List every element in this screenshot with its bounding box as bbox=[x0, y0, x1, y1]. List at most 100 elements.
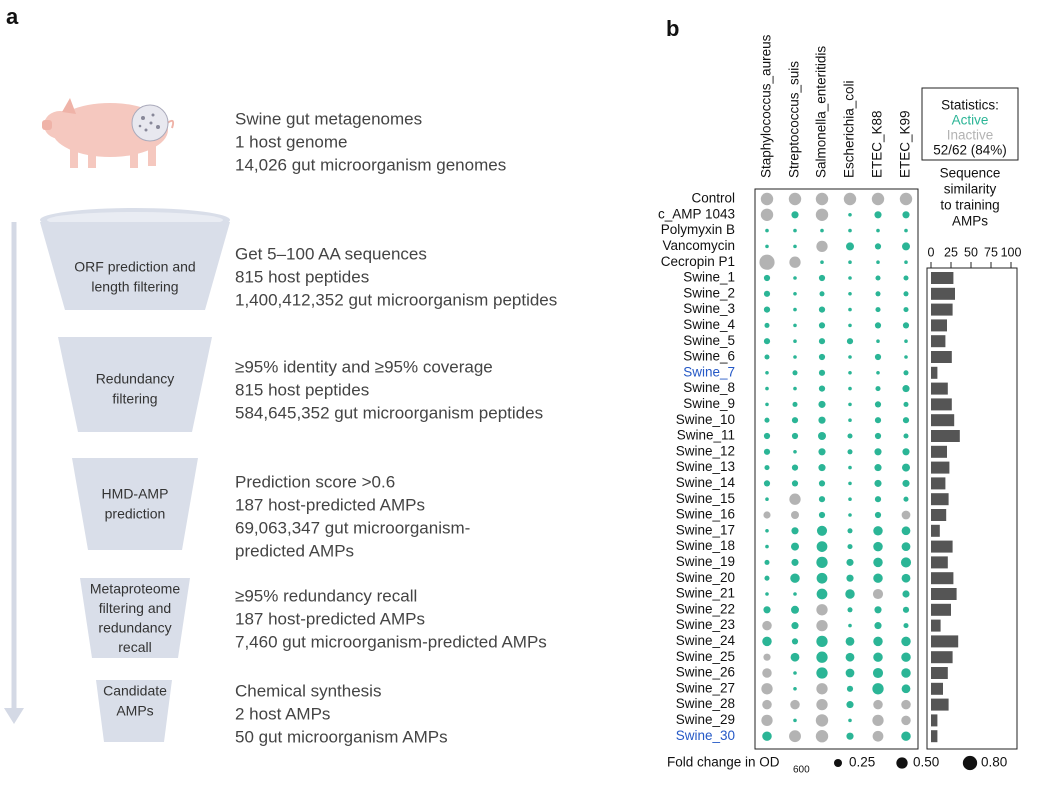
bar bbox=[931, 509, 947, 521]
dot bbox=[762, 620, 772, 631]
dot bbox=[818, 464, 826, 472]
dot bbox=[765, 402, 769, 407]
panel-label: a bbox=[6, 4, 19, 29]
column-label: Staphylococcus_aureus bbox=[759, 34, 774, 178]
dot bbox=[847, 433, 853, 439]
dot bbox=[848, 718, 852, 723]
column-label: Streptococcus_suis bbox=[787, 61, 802, 178]
dot bbox=[903, 291, 909, 297]
row-label: Swine_8 bbox=[683, 380, 735, 395]
row-label: Swine_22 bbox=[676, 601, 735, 616]
dot bbox=[763, 338, 771, 345]
row-label: Swine_1 bbox=[683, 270, 735, 285]
dot bbox=[765, 386, 769, 391]
dot bbox=[763, 606, 771, 614]
stage-text: Chemical synthesis bbox=[235, 681, 381, 700]
dot bbox=[846, 732, 854, 740]
dot bbox=[874, 511, 882, 519]
dot bbox=[818, 448, 826, 456]
bar-title: AMPs bbox=[952, 214, 988, 229]
dot bbox=[902, 417, 910, 424]
stage-text: 187 host-predicted AMPs bbox=[235, 609, 425, 628]
dot bbox=[845, 652, 855, 662]
dot bbox=[764, 417, 770, 423]
dot bbox=[874, 464, 882, 472]
bar bbox=[931, 272, 954, 284]
dot bbox=[848, 371, 852, 375]
dot bbox=[875, 291, 881, 297]
dot bbox=[848, 292, 852, 296]
stage-text: ≥95% redundancy recall bbox=[235, 586, 417, 605]
dot bbox=[874, 401, 882, 408]
dot bbox=[874, 353, 882, 361]
dot bbox=[873, 573, 883, 583]
dot bbox=[874, 211, 882, 219]
stage-text: 2 host AMPs bbox=[235, 704, 330, 723]
stage-label: HMD-AMP bbox=[102, 486, 169, 502]
statistics-box bbox=[921, 87, 1019, 161]
funnel bbox=[58, 337, 212, 432]
dot bbox=[763, 653, 771, 661]
dot bbox=[902, 242, 910, 251]
row-label: Swine_7 bbox=[683, 364, 735, 379]
funnel bbox=[40, 222, 230, 310]
dot bbox=[874, 322, 882, 329]
dot bbox=[848, 418, 852, 422]
stage-label: recall bbox=[118, 639, 151, 655]
dot bbox=[818, 338, 826, 345]
dot bbox=[901, 668, 911, 678]
row-label: Swine_25 bbox=[676, 649, 735, 664]
stage-text: 1,400,412,352 gut microorganism peptides bbox=[235, 290, 557, 309]
dot bbox=[904, 228, 908, 233]
dot bbox=[872, 714, 884, 727]
bar bbox=[931, 493, 949, 506]
dot bbox=[876, 371, 880, 375]
dot bbox=[765, 592, 769, 596]
dot bbox=[848, 513, 852, 517]
dot bbox=[791, 417, 799, 424]
row-label: Swine_28 bbox=[676, 696, 735, 711]
stage-text: ≥95% identity and ≥95% coverage bbox=[235, 357, 493, 376]
dot bbox=[764, 465, 770, 471]
dot bbox=[874, 448, 882, 456]
dot bbox=[818, 353, 826, 361]
dot bbox=[790, 699, 800, 710]
dot bbox=[793, 671, 797, 675]
dot bbox=[816, 588, 828, 600]
dot bbox=[872, 730, 884, 742]
row-label: Swine_9 bbox=[683, 396, 735, 411]
x-tick-label: 75 bbox=[984, 245, 998, 259]
dot bbox=[874, 243, 882, 250]
dot bbox=[846, 558, 854, 566]
stage-text: 1 host genome bbox=[235, 132, 347, 151]
dot bbox=[818, 385, 826, 392]
row-label: Swine_12 bbox=[676, 443, 735, 458]
dot bbox=[762, 668, 772, 678]
row-label: Control bbox=[691, 191, 735, 206]
bar bbox=[931, 540, 953, 553]
bar bbox=[931, 430, 960, 442]
dot bbox=[791, 558, 799, 566]
statistics-title: Statistics: bbox=[941, 98, 999, 113]
bar-title: Sequence bbox=[940, 166, 1001, 181]
stage-text: 14,026 gut microorganism genomes bbox=[235, 155, 506, 174]
dot bbox=[789, 730, 801, 743]
dot bbox=[873, 526, 883, 536]
row-label: Swine_23 bbox=[676, 617, 735, 632]
stage-label: Redundancy bbox=[96, 371, 175, 387]
bar bbox=[931, 682, 943, 695]
dot bbox=[818, 400, 826, 408]
dot bbox=[875, 275, 881, 281]
dot bbox=[791, 605, 799, 614]
row-label: Swine_6 bbox=[683, 349, 735, 364]
dot bbox=[793, 592, 797, 596]
dot bbox=[793, 323, 797, 328]
dot bbox=[816, 651, 828, 663]
bar bbox=[931, 588, 957, 600]
row-label: Cecropin P1 bbox=[661, 254, 735, 269]
stage-text: Swine gut metagenomes bbox=[235, 109, 422, 128]
dot bbox=[793, 355, 797, 359]
dot bbox=[903, 401, 909, 407]
dot bbox=[816, 667, 828, 679]
